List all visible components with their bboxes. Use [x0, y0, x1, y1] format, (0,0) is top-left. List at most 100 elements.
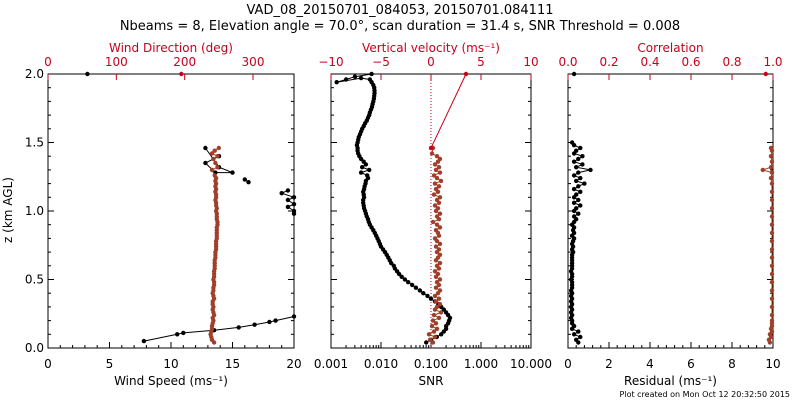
data-point: [769, 214, 775, 219]
y-tick-label: 2.0: [25, 67, 44, 81]
data-point: [437, 156, 443, 162]
y-tick-label: 0.5: [25, 273, 44, 287]
data-point: [433, 299, 439, 304]
y-tick-label: 1.0: [25, 204, 44, 218]
data-point: [358, 170, 364, 175]
data-point: [402, 277, 408, 282]
y-axis-label: z (km AGL): [1, 177, 15, 243]
top-tick-label: 200: [173, 55, 196, 69]
data-point: [436, 184, 442, 189]
data-point: [291, 195, 297, 200]
panel-snr: 0.001 0.010 0.100 1.000 10.000 SNR −10 −5 0 5 10 Ve…: [314, 41, 552, 388]
data-point: [437, 225, 443, 230]
top-tick-label: 0.0: [558, 55, 577, 69]
series-red-6: [179, 71, 184, 77]
data-point: [435, 206, 441, 211]
data-point: [576, 197, 581, 203]
data-point: [181, 330, 186, 336]
data-point: [360, 165, 365, 170]
data-point: [763, 71, 768, 77]
data-point: [571, 200, 577, 205]
data-point: [574, 178, 579, 184]
data-point: [428, 145, 434, 151]
data-point: [437, 241, 443, 247]
series-red-3: [763, 71, 768, 77]
data-point: [367, 167, 372, 173]
data-point: [578, 175, 583, 181]
x-tick-label: 0.001: [314, 357, 348, 371]
data-point: [571, 214, 577, 219]
data-point: [425, 293, 430, 299]
plot-frame: [567, 73, 774, 349]
plot-frame: [330, 73, 532, 349]
data-point: [428, 296, 434, 301]
data-point: [432, 203, 438, 208]
data-point: [435, 271, 441, 277]
data-point: [769, 263, 775, 268]
data-point: [437, 195, 443, 200]
data-point: [85, 71, 90, 77]
data-point: [580, 162, 585, 167]
x-tick-label: 20: [286, 357, 301, 371]
data-point: [769, 304, 775, 310]
data-point: [571, 159, 577, 164]
data-point: [438, 310, 444, 315]
data-point: [769, 181, 775, 186]
data-point: [358, 75, 364, 81]
data-point: [768, 175, 774, 181]
data-point: [215, 154, 220, 159]
data-point: [760, 167, 765, 173]
data-point: [432, 236, 438, 241]
data-point: [429, 323, 435, 329]
top-tick-label: 0.6: [681, 55, 700, 69]
top-tick-label: 300: [242, 55, 265, 69]
figure-title: VAD_08_20150701_084053, 20150701.084111: [246, 3, 554, 18]
x-tick-label: 10: [163, 357, 178, 371]
series-black-0: [568, 140, 593, 345]
data-point: [369, 71, 374, 77]
data-point: [431, 173, 437, 178]
data-point: [571, 173, 577, 178]
data-point: [267, 319, 272, 325]
data-point: [431, 329, 437, 334]
data-point: [230, 170, 235, 175]
data-point: [212, 173, 217, 178]
x-tick-label: 5: [106, 357, 114, 371]
data-point: [768, 145, 774, 151]
data-point: [576, 170, 581, 175]
data-point: [236, 325, 241, 330]
data-point: [410, 282, 415, 288]
data-point: [175, 332, 180, 337]
x-tick-label: 0: [44, 357, 52, 371]
data-point: [576, 329, 581, 334]
data-point: [413, 285, 419, 290]
data-point: [463, 71, 469, 77]
data-point: [576, 156, 581, 162]
data-point: [424, 340, 429, 345]
data-point: [432, 269, 438, 274]
plot-frame: [47, 73, 295, 349]
x-tick-label: 0: [564, 357, 572, 371]
data-point: [430, 340, 436, 345]
x-axis-label: SNR: [419, 374, 444, 388]
data-point: [582, 181, 587, 186]
data-point: [769, 222, 775, 227]
top-axis-label: Correlation: [637, 41, 703, 55]
data-point: [578, 189, 583, 194]
data-point: [576, 211, 581, 216]
series-black-1: [571, 71, 577, 77]
data-point: [768, 165, 774, 170]
data-point: [437, 277, 443, 282]
x-tick-label: 6: [687, 357, 695, 371]
series-black-0: [334, 71, 453, 345]
data-point: [432, 334, 438, 340]
data-point: [365, 173, 370, 178]
series-brown-1: [426, 145, 444, 345]
data-point: [242, 177, 247, 182]
data-point: [769, 247, 775, 252]
data-point: [769, 312, 775, 318]
data-point: [769, 206, 775, 211]
data-point: [406, 280, 411, 285]
